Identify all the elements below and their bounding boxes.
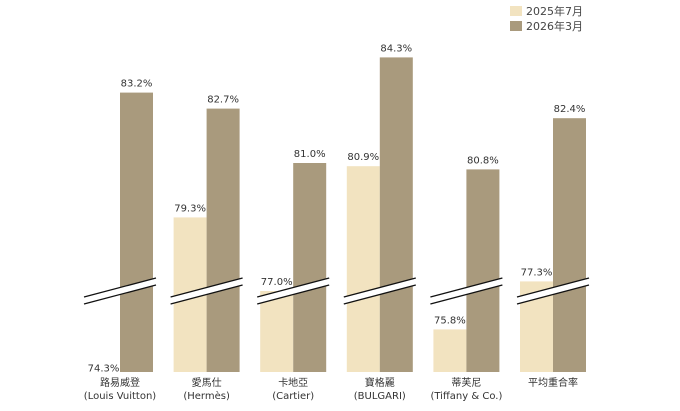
legend-swatch: [510, 6, 522, 16]
category-labels: 路易威登 (Louis Vuitton) 愛馬仕(Hermès) 卡地亞 (Cartie…: [84, 376, 578, 402]
value-label: 81.0%: [294, 149, 326, 160]
category-label-zh: 寶格麗: [365, 376, 395, 389]
bar-2026-03-0: [120, 92, 153, 372]
value-label: 79.3%: [174, 203, 206, 214]
axis-break-marks: [83, 277, 590, 305]
axis-break-gap: [170, 278, 243, 304]
category-label-zh: 卡地亞: [278, 376, 308, 389]
axis-break-line: [430, 277, 503, 298]
axis-break-line: [343, 277, 416, 298]
legend-swatch: [510, 21, 522, 31]
bar-2026-03-1: [206, 108, 240, 372]
bar-2025-07-4: [433, 329, 467, 372]
value-label: 80.9%: [347, 152, 379, 163]
category-label-en: (Cartier): [272, 391, 314, 402]
legend-label: 2025年7月: [526, 4, 583, 18]
value-labels: 74.3% 83.2% 79.3% 82.7% 77.0% 81.0% 80.9% 84.3%…: [88, 43, 586, 374]
axis-break-line: [343, 284, 416, 305]
value-label: 82.7%: [207, 95, 239, 106]
category-label-zh: 蒂芙尼: [451, 376, 481, 389]
axis-break-line: [516, 277, 590, 298]
value-label: 75.8%: [434, 315, 466, 326]
axis-break-line: [170, 284, 243, 305]
axis-break-gap: [343, 278, 416, 304]
value-label: 83.2%: [121, 79, 153, 90]
bar-2026-03-4: [466, 169, 500, 372]
axis-break-gap: [430, 278, 503, 304]
axis-break-line: [257, 277, 330, 298]
category-label-en: (Louis Vuitton): [84, 391, 156, 402]
category-label-zh: 愛馬仕: [192, 376, 222, 389]
bar-2026-03-5: [553, 118, 586, 372]
value-label: 80.8%: [467, 155, 499, 166]
axis-break-line: [83, 277, 157, 298]
axis-break-line: [83, 284, 157, 305]
axis-break-gap: [257, 278, 330, 304]
bar-2026-03-2: [293, 163, 327, 372]
axis-break-line: [430, 284, 503, 305]
axis-break-line: [516, 284, 590, 305]
axis-break-line: [170, 277, 243, 298]
value-label: 74.3%: [88, 363, 120, 374]
category-label-en: (BULGARI): [354, 391, 406, 402]
value-label: 84.3%: [380, 43, 412, 54]
axis-break-gap: [517, 278, 589, 304]
value-label: 77.3%: [521, 267, 553, 278]
bar-2025-07-3: [346, 166, 380, 372]
bar-2026-03-3: [379, 57, 413, 373]
bar-2025-07-2: [260, 291, 294, 372]
category-label-en: (Hermès): [183, 390, 230, 402]
category-label-en: (Tiffany & Co.): [430, 391, 502, 402]
legend-label: 2026年3月: [526, 19, 583, 33]
category-label-zh: 路易威登: [100, 376, 140, 389]
axis-break-gap: [84, 278, 156, 304]
value-label: 77.0%: [261, 277, 293, 288]
category-label-zh: 平均重合率: [528, 376, 578, 389]
bars-group: [120, 57, 586, 373]
axis-break-line: [257, 284, 330, 305]
value-label: 82.4%: [554, 104, 586, 115]
